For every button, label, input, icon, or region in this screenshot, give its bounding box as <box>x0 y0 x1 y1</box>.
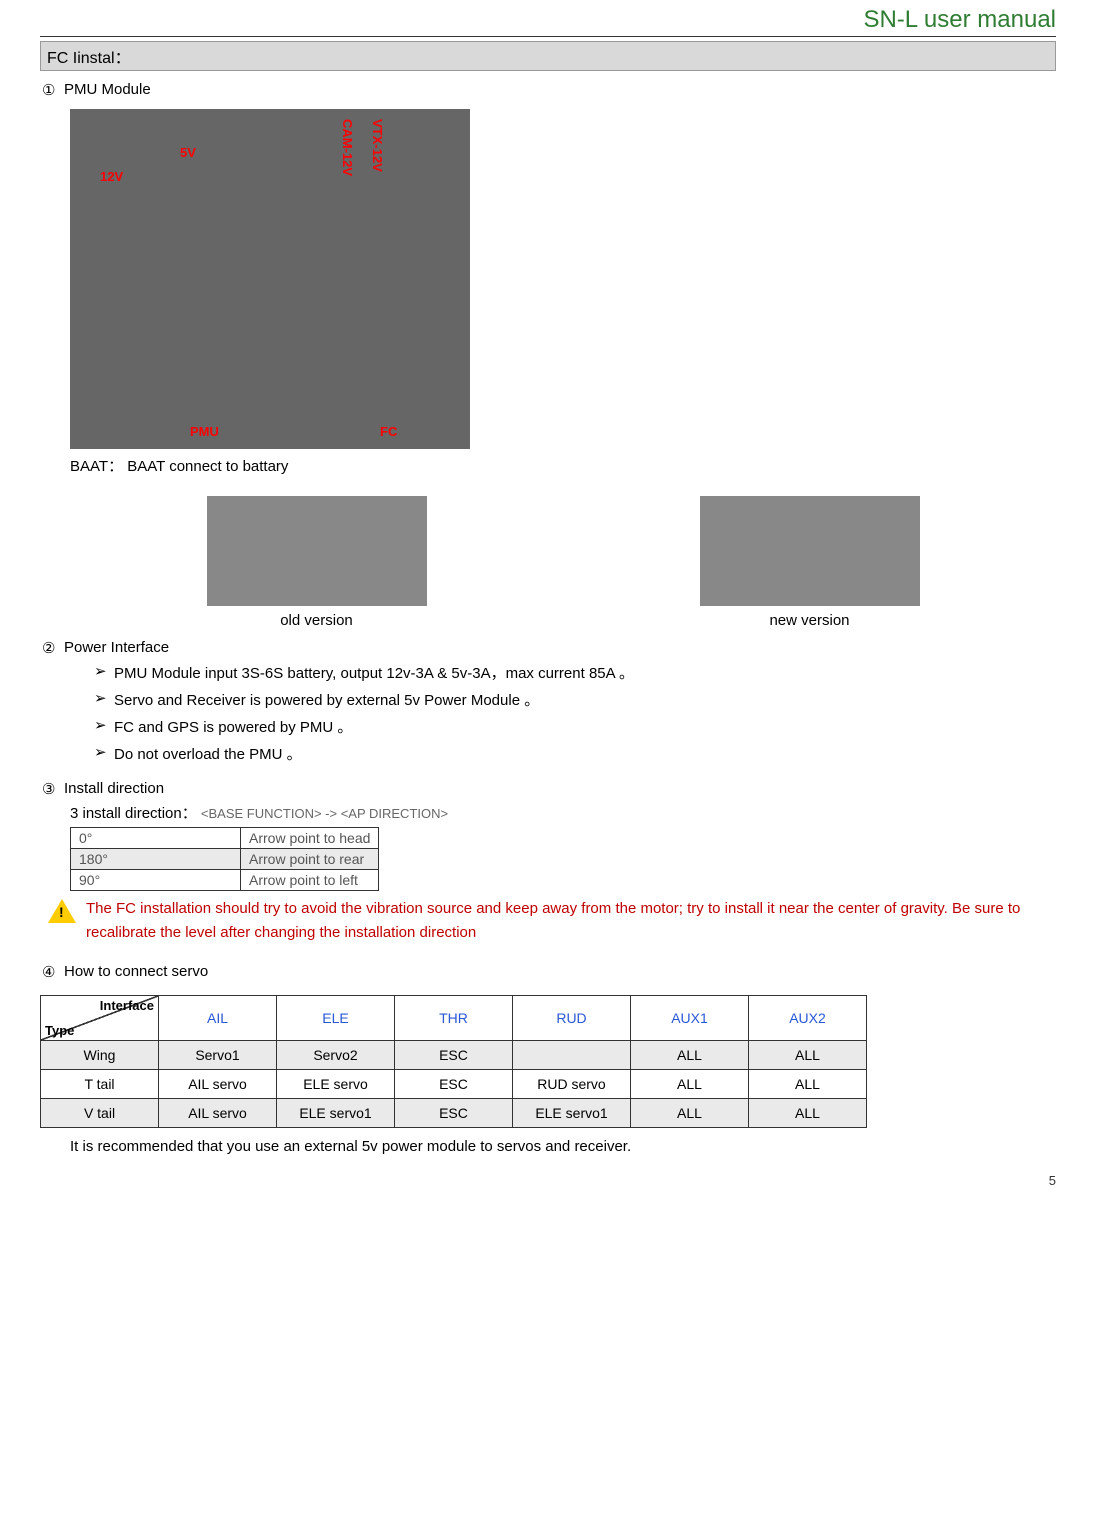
bullet-icon: ➢ <box>94 743 114 764</box>
servo-recommendation: It is recommended that you use an extern… <box>70 1138 1056 1155</box>
item-install-direction: ③ Install direction <box>40 780 1056 798</box>
servo-cell: ALL <box>631 1099 749 1128</box>
label-fc: FC <box>380 424 397 439</box>
label-cam12v: CAM-12V <box>340 119 355 176</box>
servo-header: ELE <box>277 996 395 1041</box>
dir-cell: 90° <box>71 870 241 891</box>
item-connect-servo: ④ How to connect servo <box>40 963 1056 981</box>
dir-cell: Arrow point to head <box>241 828 379 849</box>
power-bullet-1: Servo and Receiver is powered by externa… <box>114 689 539 710</box>
servo-cell: ESC <box>395 1099 513 1128</box>
install-warning: The FC installation should try to avoid … <box>48 897 1056 945</box>
warning-icon <box>48 899 78 925</box>
bullet-icon: ➢ <box>94 689 114 710</box>
direction-table: 0°Arrow point to head 180°Arrow point to… <box>70 827 379 891</box>
corner-type: Type <box>45 1023 74 1038</box>
pmu-new-photo <box>700 496 920 606</box>
manual-header: SN-L user manual <box>40 0 1056 37</box>
warning-text: The FC installation should try to avoid … <box>86 897 1056 945</box>
servo-cell: Servo1 <box>159 1041 277 1070</box>
servo-type: T tail <box>41 1070 159 1099</box>
servo-cell: Servo2 <box>277 1041 395 1070</box>
power-bullet-0: PMU Module input 3S-6S battery, output 1… <box>114 662 634 683</box>
label-5v: 5V <box>180 145 196 160</box>
servo-cell: ELE servo1 <box>277 1099 395 1128</box>
servo-header: AUX1 <box>631 996 749 1041</box>
servo-cell: AIL servo <box>159 1099 277 1128</box>
item-title-3: Install direction <box>64 780 1056 797</box>
servo-cell: ALL <box>749 1070 867 1099</box>
label-pmu: PMU <box>190 424 219 439</box>
item-number-3: ③ <box>42 780 64 798</box>
item-title-1: PMU Module <box>64 81 1056 98</box>
baat-description: BAAT： BAAT connect to battary <box>70 455 1056 476</box>
install-sub-label: 3 install direction： <box>70 805 197 822</box>
servo-cell <box>513 1041 631 1070</box>
power-bullet-2: FC and GPS is powered by PMU 。 <box>114 716 352 737</box>
item-power-interface: ② Power Interface ➢PMU Module input 3S-6… <box>40 639 1056 770</box>
corner-interface: Interface <box>100 998 154 1013</box>
servo-cell: ALL <box>631 1070 749 1099</box>
servo-header: AUX2 <box>749 996 867 1041</box>
power-bullet-3: Do not overload the PMU 。 <box>114 743 302 764</box>
servo-cell: AIL servo <box>159 1070 277 1099</box>
dir-cell: Arrow point to rear <box>241 849 379 870</box>
servo-header: RUD <box>513 996 631 1041</box>
dir-cell: 180° <box>71 849 241 870</box>
servo-row-wing: Wing Servo1 Servo2 ESC ALL ALL <box>41 1041 867 1070</box>
servo-type: Wing <box>41 1041 159 1070</box>
bullet-icon: ➢ <box>94 662 114 683</box>
item-number-4: ④ <box>42 963 64 981</box>
label-vtx12v: VTX-12V <box>370 119 385 172</box>
pmu-version-row: old version new version <box>40 496 1056 629</box>
power-bullet-list: ➢PMU Module input 3S-6S battery, output … <box>94 662 1056 764</box>
install-subheading: 3 install direction： <BASE FUNCTION> -> … <box>70 802 1056 823</box>
item-number-2: ② <box>42 639 64 770</box>
servo-cell: ALL <box>749 1041 867 1070</box>
servo-cell: ALL <box>631 1041 749 1070</box>
servo-cell: ELE servo1 <box>513 1099 631 1128</box>
item-title-2: Power Interface <box>64 639 1056 656</box>
servo-type: V tail <box>41 1099 159 1128</box>
dir-cell: Arrow point to left <box>241 870 379 891</box>
item-pmu-module: ① PMU Module <box>40 81 1056 99</box>
item-number-1: ① <box>42 81 64 99</box>
servo-corner-cell: Interface Type <box>41 996 159 1041</box>
servo-row-vtail: V tail AIL servo ELE servo1 ESC ELE serv… <box>41 1099 867 1128</box>
label-12v: 12V <box>100 169 123 184</box>
servo-cell: ALL <box>749 1099 867 1128</box>
new-version-label: new version <box>563 612 1056 629</box>
dir-cell: 0° <box>71 828 241 849</box>
pmu-old-photo <box>207 496 427 606</box>
servo-row-ttail: T tail AIL servo ELE servo ESC RUD servo… <box>41 1070 867 1099</box>
page-number: 5 <box>1049 1173 1056 1188</box>
pmu-wiring-photo: 12V 5V CAM-12V VTX-12V PMU FC <box>70 109 470 449</box>
bullet-icon: ➢ <box>94 716 114 737</box>
servo-cell: RUD servo <box>513 1070 631 1099</box>
servo-cell: ESC <box>395 1070 513 1099</box>
install-menu-path: <BASE FUNCTION> -> <AP DIRECTION> <box>201 806 448 821</box>
servo-header: THR <box>395 996 513 1041</box>
section-fc-install: FC Iinstal： <box>40 41 1056 71</box>
servo-cell: ELE servo <box>277 1070 395 1099</box>
old-version-label: old version <box>70 612 563 629</box>
servo-header: AIL <box>159 996 277 1041</box>
item-title-4: How to connect servo <box>64 963 1056 980</box>
servo-table: Interface Type AIL ELE THR RUD AUX1 AUX2… <box>40 995 867 1128</box>
servo-cell: ESC <box>395 1041 513 1070</box>
